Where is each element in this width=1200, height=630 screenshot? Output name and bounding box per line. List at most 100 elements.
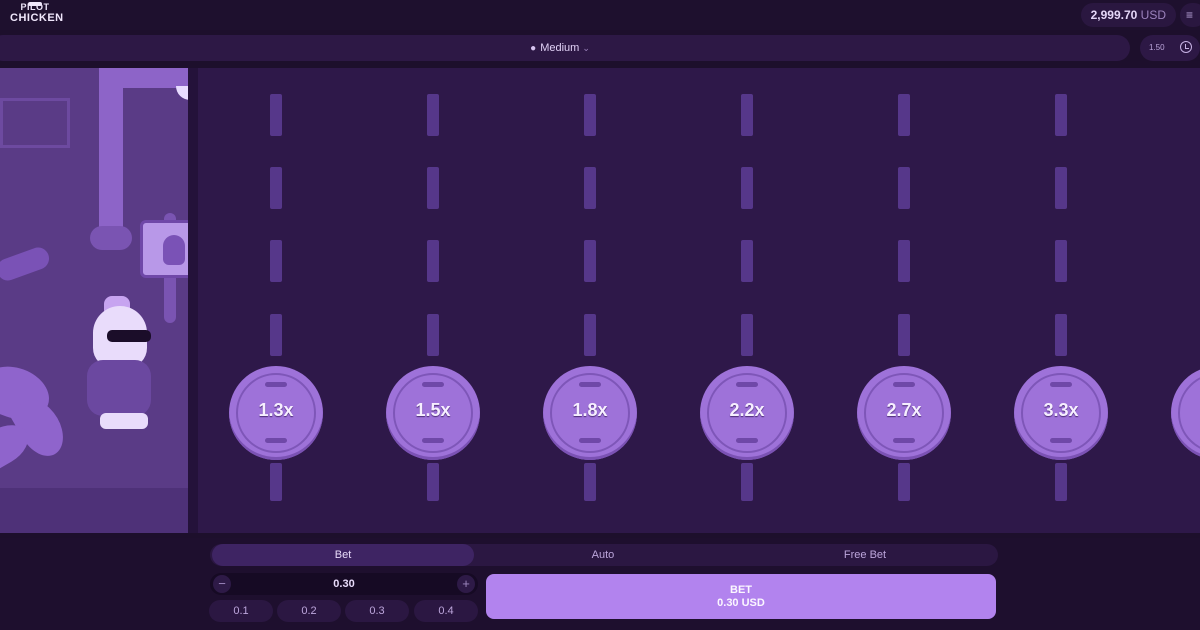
lane-marking (427, 463, 439, 501)
lane-marking (741, 94, 753, 136)
quick-amount-button[interactable]: 0.2 (277, 600, 341, 622)
tile-slot (422, 382, 444, 387)
balance-currency: USD (1140, 8, 1166, 22)
quick-amount-button[interactable]: 0.4 (414, 600, 478, 622)
hamburger-menu-icon[interactable]: ≡ (1180, 3, 1200, 27)
lane-marking (584, 94, 596, 136)
tab-bet[interactable]: Bet (212, 544, 474, 566)
bet-panel: Bet Auto Free Bet − 0.30 + 0.1 0.2 0.3 0… (0, 538, 1200, 630)
chicken-jacket (87, 360, 151, 416)
lane-marking (584, 463, 596, 501)
bet-button-amount: 0.30 USD (717, 597, 765, 609)
tile-ring (707, 373, 787, 453)
multiplier-label: 1.5x (415, 400, 451, 420)
lane-marking (741, 167, 753, 209)
decrease-bet-button[interactable]: − (213, 575, 231, 593)
lanes-area: 1.3x 1.5x 1.8x 2.2x 2.7x 3.3x (198, 68, 1200, 533)
airplane-icon (0, 244, 53, 284)
bet-button[interactable]: BET 0.30 USD (486, 574, 996, 619)
chicken-silhouette-icon (163, 235, 185, 265)
tab-free-bet[interactable]: Free Bet (843, 549, 887, 561)
tile-ring (1021, 373, 1101, 453)
lamp-base (90, 226, 132, 250)
tile-slot (579, 382, 601, 387)
lane-marking (270, 463, 282, 501)
history-icon[interactable] (1180, 41, 1192, 53)
quick-amount-button[interactable]: 0.1 (209, 600, 273, 622)
tile-ring (864, 373, 944, 453)
multiplier-chip-value: 1.50 (1149, 43, 1165, 52)
lane-marking (270, 240, 282, 282)
lane-marking (898, 94, 910, 136)
lane-marking (898, 240, 910, 282)
game-logo: PILOT CHICKEN (10, 2, 64, 28)
sunglasses-icon (107, 330, 151, 342)
lane-marking (1055, 167, 1067, 209)
lane-marking (584, 167, 596, 209)
quick-amount-button[interactable]: 0.3 (345, 600, 409, 622)
multiplier-tile[interactable]: 1.8x (543, 366, 637, 460)
chevron-down-icon: ⌄ (582, 43, 590, 53)
lane-marking (427, 167, 439, 209)
tile-slot (736, 382, 758, 387)
lane-marking (898, 463, 910, 501)
tile-slot (265, 382, 287, 387)
multiplier-chip[interactable]: 1.50 (1140, 35, 1200, 61)
tile-ring (393, 373, 473, 453)
curb (188, 68, 198, 533)
lane-marking (584, 240, 596, 282)
difficulty-selector[interactable]: ● Medium ⌄ (0, 35, 1130, 61)
lane-marking (427, 94, 439, 136)
tile-ring (550, 373, 630, 453)
multiplier-label: 2.2x (729, 400, 765, 420)
balance-amount: 2,999.70 (1090, 8, 1138, 22)
multiplier-label: 2.7x (886, 400, 922, 420)
tile-slot (422, 438, 444, 443)
settings-bar: ● Medium ⌄ 1.50 (0, 33, 1200, 63)
multiplier-tile[interactable]: 3.3x (1014, 366, 1108, 460)
lane-marking (1055, 240, 1067, 282)
multiplier-tile[interactable]: 1.3x (229, 366, 323, 460)
tile-ring (236, 373, 316, 453)
multiplier-label: 1.3x (258, 400, 294, 420)
game-board: 1.3x 1.5x 1.8x 2.2x 2.7x 3.3x (0, 68, 1200, 533)
chicken-feet (100, 413, 148, 429)
tab-auto[interactable]: Auto (591, 549, 615, 561)
increase-bet-button[interactable]: + (457, 575, 475, 593)
multiplier-tile[interactable]: 2.2x (700, 366, 794, 460)
lamp-post (99, 68, 123, 240)
multiplier-label: 3.3x (1043, 400, 1079, 420)
ground (0, 488, 188, 533)
lane-marking (270, 314, 282, 356)
lane-marking (1055, 94, 1067, 136)
logo-top-text: PILOT (20, 2, 50, 12)
lane-marking (741, 463, 753, 501)
tile-slot (579, 438, 601, 443)
multiplier-tile[interactable]: 2.7x (857, 366, 951, 460)
lane-marking (1055, 314, 1067, 356)
building-window (0, 98, 70, 148)
tile-slot (1050, 382, 1072, 387)
lane-marking (898, 167, 910, 209)
multiplier-tile[interactable]: 1.5x (386, 366, 480, 460)
lane-marking (427, 240, 439, 282)
start-scene (0, 68, 198, 533)
lane-marking (741, 240, 753, 282)
difficulty-label: Medium (540, 42, 580, 54)
lamp-arm (105, 68, 198, 88)
tile-ring (1178, 373, 1200, 453)
tile-slot (265, 438, 287, 443)
lane-marking (584, 314, 596, 356)
balance-display: 2,999.70 USD (1080, 3, 1176, 27)
tile-slot (736, 438, 758, 443)
mode-tabs: Bet Auto Free Bet (210, 544, 998, 566)
bet-amount-input[interactable]: − 0.30 + (210, 573, 478, 595)
lane-marking (1055, 463, 1067, 501)
bet-amount-value[interactable]: 0.30 (333, 578, 355, 590)
multiplier-tile[interactable] (1171, 366, 1200, 460)
logo-bottom-text: CHICKEN (10, 12, 64, 24)
top-bar: PILOT CHICKEN 2,999.70 USD ≡ (0, 0, 1200, 30)
tile-slot (893, 382, 915, 387)
lane-marking (270, 167, 282, 209)
bet-button-label: BET (730, 584, 752, 596)
